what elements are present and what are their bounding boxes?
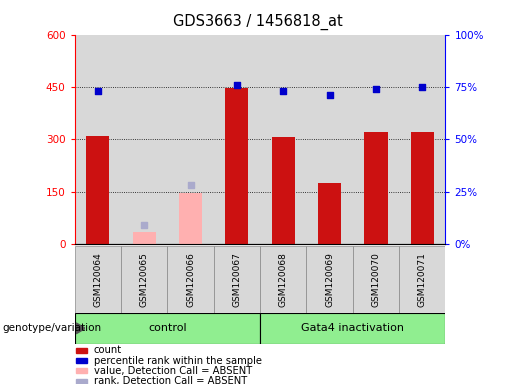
Point: [186, 182, 195, 188]
Point: [94, 88, 102, 94]
Bar: [353, 246, 399, 313]
Text: GSM120066: GSM120066: [186, 252, 195, 307]
Bar: [167, 35, 214, 244]
Bar: [133, 232, 156, 244]
Text: GSM120070: GSM120070: [371, 252, 381, 307]
Text: control: control: [148, 323, 186, 333]
Bar: [410, 132, 434, 244]
Text: GSM120069: GSM120069: [325, 252, 334, 307]
Bar: [75, 246, 121, 313]
Bar: [75, 313, 260, 344]
Bar: [399, 246, 445, 313]
Bar: [318, 183, 341, 244]
Point: [418, 84, 426, 90]
Text: genotype/variation: genotype/variation: [3, 323, 101, 333]
Text: value, Detection Call = ABSENT: value, Detection Call = ABSENT: [94, 366, 252, 376]
Bar: [76, 379, 87, 384]
Text: rank, Detection Call = ABSENT: rank, Detection Call = ABSENT: [94, 376, 247, 384]
Bar: [214, 35, 260, 244]
Bar: [179, 193, 202, 244]
Point: [233, 82, 241, 88]
Bar: [260, 246, 306, 313]
Bar: [214, 246, 260, 313]
Bar: [75, 35, 121, 244]
Text: GSM120067: GSM120067: [232, 252, 242, 307]
Bar: [260, 313, 445, 344]
Bar: [306, 246, 353, 313]
Polygon shape: [76, 323, 85, 334]
Text: GSM120065: GSM120065: [140, 252, 149, 307]
Bar: [86, 136, 109, 244]
Bar: [76, 358, 87, 363]
Bar: [364, 132, 387, 244]
Bar: [260, 35, 306, 244]
Bar: [399, 35, 445, 244]
Text: GDS3663 / 1456818_at: GDS3663 / 1456818_at: [173, 13, 342, 30]
Text: GSM120064: GSM120064: [93, 252, 102, 307]
Text: GSM120068: GSM120068: [279, 252, 288, 307]
Bar: [226, 88, 248, 244]
Bar: [121, 246, 167, 313]
Bar: [76, 369, 87, 373]
Point: [372, 86, 380, 92]
Point: [279, 88, 287, 94]
Bar: [167, 246, 214, 313]
Text: percentile rank within the sample: percentile rank within the sample: [94, 356, 262, 366]
Bar: [76, 348, 87, 353]
Point: [325, 92, 334, 98]
Bar: [306, 35, 353, 244]
Bar: [353, 35, 399, 244]
Point: [140, 222, 148, 228]
Text: count: count: [94, 345, 122, 355]
Text: GSM120071: GSM120071: [418, 252, 427, 307]
Bar: [272, 137, 295, 244]
Bar: [121, 35, 167, 244]
Text: Gata4 inactivation: Gata4 inactivation: [301, 323, 404, 333]
